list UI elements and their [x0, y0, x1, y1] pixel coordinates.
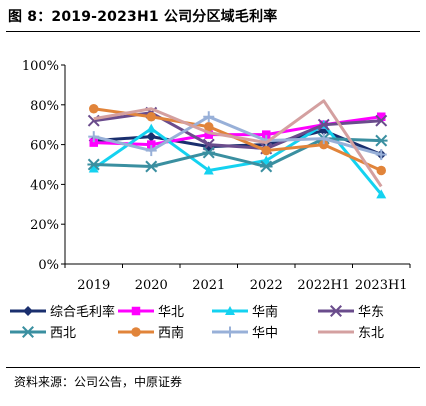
data-point [261, 145, 271, 156]
y-tick-label: 60% [30, 139, 59, 154]
data-point [87, 158, 101, 171]
data-point [204, 130, 213, 139]
legend-label: 西南 [158, 325, 184, 341]
legend-marker [224, 326, 236, 338]
legend-marker [131, 327, 141, 337]
x-tick-label: 2020 [135, 278, 168, 293]
marker-stroke [317, 118, 330, 131]
data-point [146, 131, 157, 142]
source-rule [6, 367, 420, 368]
data-point [203, 165, 214, 175]
legend-label: 西北 [50, 326, 76, 341]
chart-series [87, 99, 388, 199]
x-tick-label: 2022H1 [297, 278, 350, 293]
legend-item: 西北 [10, 326, 76, 341]
source-note: 资料来源：公司公告，中原证券 [14, 375, 183, 389]
data-point [259, 160, 273, 173]
title-rule [6, 31, 420, 32]
data-point [144, 160, 158, 173]
y-tick-label: 0% [38, 258, 59, 273]
marker-stroke [330, 305, 342, 317]
x-tick-label: 2019 [77, 278, 110, 293]
y-tick-label: 20% [30, 218, 59, 233]
data-point [318, 133, 330, 145]
x-tick-label: 2021 [192, 278, 225, 293]
legend-label: 华东 [358, 305, 384, 320]
legend-label: 华中 [252, 326, 278, 341]
figure-title: 图 8：2019-2023H1 公司分区域毛利率 [8, 9, 278, 25]
data-point [146, 123, 157, 133]
data-point [376, 189, 387, 199]
legend-item: 东北 [318, 326, 384, 341]
data-point [88, 131, 100, 143]
data-point [376, 165, 386, 176]
data-point [88, 163, 99, 173]
chart-axes: 0% 20% 40% 60% 80% 100% 2019 2020 2021 2022 2022H1… [22, 59, 411, 293]
data-point [317, 118, 330, 131]
legend-label: 华北 [158, 305, 184, 320]
series-line [93, 137, 382, 168]
x-tick-label: 2023H1 [355, 278, 408, 293]
data-point [203, 111, 215, 123]
legend-marker [225, 306, 235, 315]
data-point [375, 149, 387, 161]
legend-item: 华东 [318, 305, 384, 320]
data-point [146, 111, 156, 122]
data-point [145, 145, 157, 157]
data-point [89, 104, 99, 114]
y-tick-label: 40% [30, 178, 59, 193]
data-point [204, 121, 214, 132]
data-point [202, 146, 216, 159]
legend-marker [330, 305, 342, 317]
data-point [89, 138, 98, 147]
marker-stroke [375, 114, 388, 127]
data-point [377, 112, 386, 121]
y-tick-label: 80% [30, 99, 59, 114]
series-8 [93, 99, 383, 188]
data-point [375, 114, 388, 127]
series-line [93, 99, 383, 188]
legend-item: 华南 [212, 304, 278, 320]
legend-item: 综合毛利率 [10, 304, 115, 320]
chart: 0% 20% 40% 60% 80% 100% 2019 2020 2021 2022 2022H1… [10, 59, 411, 341]
data-point [262, 130, 271, 139]
data-point [319, 139, 329, 150]
series-line [92, 123, 383, 196]
legend-label: 东北 [358, 326, 384, 341]
legend-item: 华北 [118, 305, 184, 320]
legend-item: 华中 [212, 326, 278, 341]
legend-item: 西南 [118, 325, 184, 341]
legend-marker [131, 306, 141, 316]
y-tick-label: 100% [22, 59, 59, 74]
x-tick-label: 2022 [250, 278, 283, 293]
legend-marker [23, 306, 33, 316]
series-line [93, 115, 382, 156]
data-point [147, 140, 156, 149]
legend-label: 华南 [252, 304, 278, 320]
legend-marker [21, 326, 35, 338]
legend-label: 综合毛利率 [50, 304, 115, 320]
data-point [261, 155, 272, 165]
data-point [374, 134, 388, 147]
